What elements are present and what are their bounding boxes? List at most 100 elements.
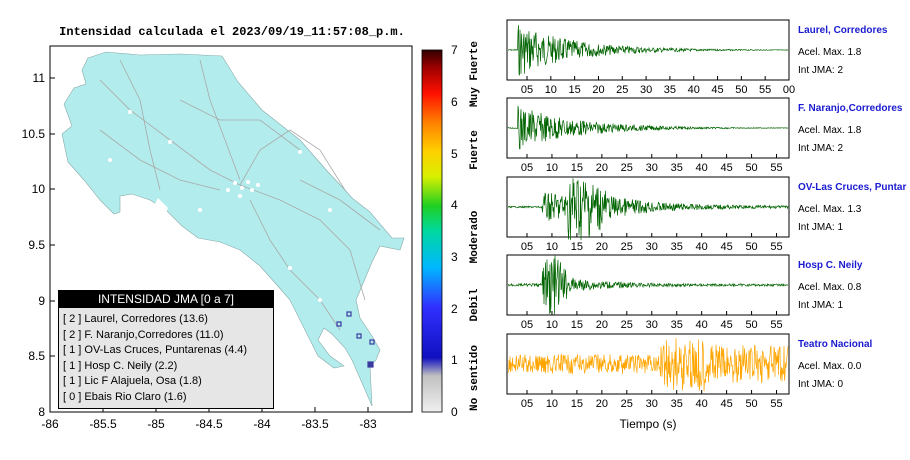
svg-text:1: 1	[451, 353, 458, 367]
waveform-tick-label: 25	[621, 162, 633, 174]
colorbar-ticks: 0 1 2 3 4 5 6 7	[451, 43, 458, 419]
waveform-tick-label: 55	[770, 241, 782, 253]
town-markers	[108, 110, 332, 302]
waveform-tick-label: 45	[720, 162, 732, 174]
waveform-trace	[507, 337, 789, 392]
waveform-tick-label: 55	[770, 319, 782, 331]
waveform-tick-label: 15	[571, 241, 583, 253]
waveform-tick-label: 25	[621, 241, 633, 253]
roads	[99, 59, 381, 331]
waveform-tick-label: 25	[616, 84, 628, 96]
waveform-tick-label: 25	[621, 319, 633, 331]
svg-text:6: 6	[451, 95, 458, 109]
waveform-tick-label: 50	[745, 162, 757, 174]
waveform-tick-label: 35	[671, 398, 683, 410]
station-int: Int JMA: 1	[798, 300, 844, 311]
svg-text:8.5: 8.5	[28, 349, 45, 363]
waveform-tick-label: 50	[745, 398, 757, 410]
costa-rica-land	[61, 51, 405, 407]
station-acel: Acel. Max. 1.8	[798, 125, 862, 136]
waveform-trace	[507, 255, 789, 315]
waveform-tick-label: 10	[546, 162, 558, 174]
map-y-ticks: 11 10.5 10 9.5 9 8.5 8	[22, 71, 46, 419]
waveform-tick-label: 30	[646, 398, 658, 410]
waveform-tick-label: 40	[696, 162, 708, 174]
x-axis-label: Tiempo (s)	[620, 417, 677, 431]
waveform-tick-label: 15	[571, 319, 583, 331]
station-acel: Acel. Max. 0.8	[798, 282, 862, 293]
legend-item: [ 2 ] F. Naranjo,Corredores (11.0)	[63, 328, 224, 341]
station-marker-naranjo	[346, 311, 352, 317]
svg-text:9.5: 9.5	[28, 238, 45, 252]
waveform-tick-label: 45	[720, 241, 732, 253]
svg-text:-85: -85	[147, 417, 165, 431]
svg-text:-83: -83	[359, 417, 377, 431]
legend-item: [ 2 ] Laurel, Corredores (13.6)	[63, 313, 208, 325]
waveform-tick-label: 00	[783, 84, 795, 96]
waveform-trace	[507, 105, 789, 150]
svg-text:10: 10	[32, 182, 46, 196]
waveform-tick-label: 20	[596, 398, 608, 410]
svg-text:3: 3	[451, 250, 458, 264]
svg-text:5: 5	[451, 147, 458, 161]
waveform-tick-label: 50	[745, 319, 757, 331]
svg-text:-86: -86	[41, 417, 59, 431]
waveform-tick-label: 10	[546, 319, 558, 331]
legend-item: [ 1 ] Hosp C. Neily (2.2)	[63, 359, 178, 372]
waveform-tick-label: 40	[696, 241, 708, 253]
waveform-tick-label: 35	[671, 241, 683, 253]
waveform-tick-label: 35	[664, 84, 676, 96]
svg-text:0: 0	[451, 405, 458, 419]
svg-text:-85.5: -85.5	[89, 417, 117, 431]
colorbar	[421, 49, 443, 413]
station-name: OV-Las Cruces, Puntar	[798, 182, 907, 193]
legend-item: [ 0 ] Ebais Rio Claro (1.6)	[63, 390, 187, 403]
waveform-tick-label: 05	[521, 398, 533, 410]
svg-text:9: 9	[38, 294, 45, 308]
station-name: F. Naranjo,Corredores	[798, 103, 903, 114]
station-marker-neily	[356, 333, 362, 339]
nicoya-gulf-water	[154, 198, 168, 218]
station-name: Teatro Nacional	[798, 339, 873, 350]
station-marker-laurel	[367, 361, 374, 368]
station-marker-lascruces	[336, 321, 342, 327]
waveform-tick-label: 10	[546, 241, 558, 253]
waveform-tick-label: 20	[596, 241, 608, 253]
colorbar-labels: No sentido Debil Moderado Fuerte Muy Fue…	[469, 41, 481, 411]
svg-text:10.5: 10.5	[22, 127, 46, 141]
station-acel: Acel. Max. 1.3	[798, 204, 862, 215]
waveform-tick-label: 05	[521, 319, 533, 331]
station-acel: Acel. Max. 1.8	[798, 47, 862, 58]
waveform-tick-label: 30	[646, 319, 658, 331]
map-title: Intensidad calculada el 2023/09/19_11:57…	[59, 25, 405, 39]
map-x-ticks: -86 -85.5 -85 -84.5 -84 -83.5 -83	[41, 417, 377, 431]
waveform-tick-label: 20	[592, 84, 604, 96]
svg-text:Moderado: Moderado	[469, 210, 481, 263]
waveform-trace	[507, 25, 789, 76]
svg-text:8: 8	[38, 405, 45, 419]
station-int: Int JMA: 0	[798, 379, 844, 390]
waveform-tick-label: 55	[770, 398, 782, 410]
waveform-tick-label: 30	[646, 241, 658, 253]
waveform-tick-label: 30	[646, 162, 658, 174]
svg-text:Fuerte: Fuerte	[469, 130, 481, 170]
waveform-tick-label: 30	[640, 84, 652, 96]
svg-text:Debil: Debil	[469, 288, 481, 321]
station-int: Int JMA: 1	[798, 222, 844, 233]
waveform-tick-label: 40	[688, 84, 700, 96]
waveform-tick-label: 50	[745, 241, 757, 253]
legend-item: [ 1 ] OV-Las Cruces, Puntarenas (4.4)	[63, 344, 248, 356]
waveform-tick-label: 45	[720, 319, 732, 331]
station-markers	[336, 311, 375, 368]
svg-text:-84.5: -84.5	[195, 417, 223, 431]
svg-text:-84: -84	[253, 417, 271, 431]
station-acel: Acel. Max. 0.0	[798, 361, 862, 372]
svg-text:-83.5: -83.5	[301, 417, 329, 431]
waveform-tick-label: 45	[711, 84, 723, 96]
waveform-tick-label: 05	[521, 84, 533, 96]
waveform-trace	[507, 178, 789, 241]
station-int: Int JMA: 2	[798, 65, 844, 76]
svg-text:11: 11	[33, 71, 46, 85]
waveform-tick-label: 35	[671, 162, 683, 174]
